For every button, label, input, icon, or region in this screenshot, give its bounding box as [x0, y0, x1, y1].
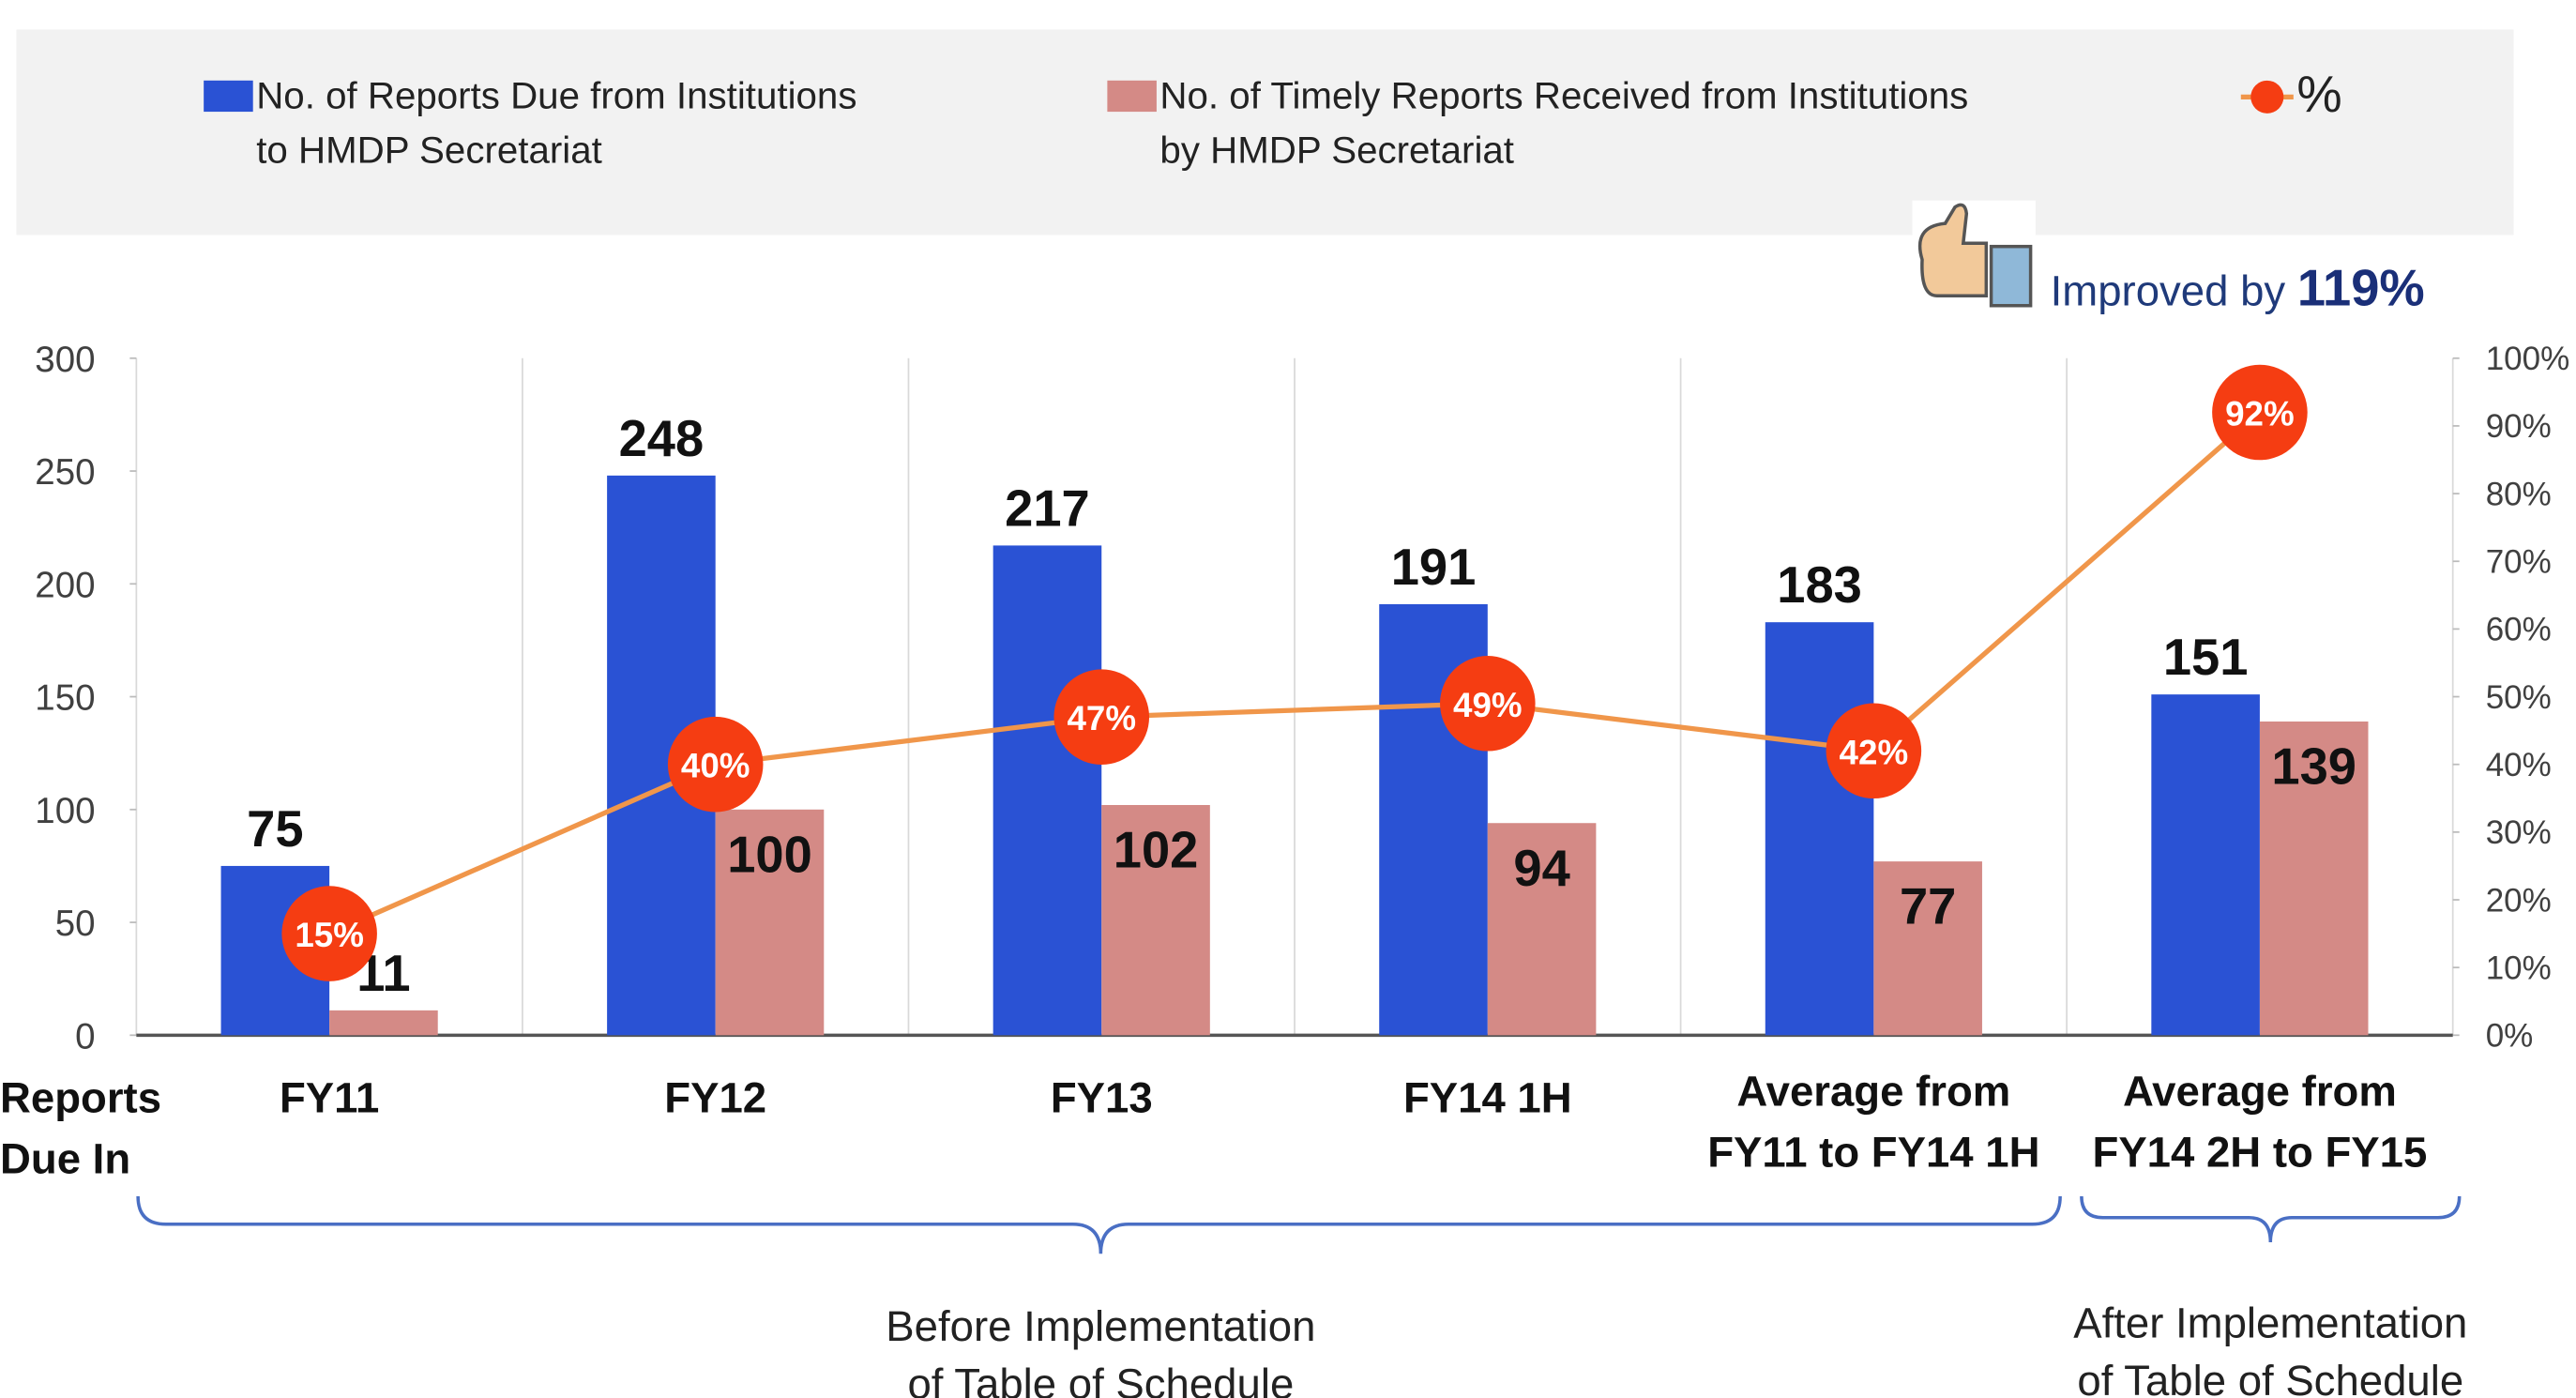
y2-tick-label: 90%	[2486, 408, 2552, 445]
y-tick-label: 250	[35, 452, 95, 493]
y2-tick-label: 60%	[2486, 612, 2552, 648]
thumb-icon	[1913, 201, 2036, 319]
x-tick-label: FY14 1H	[1295, 1068, 1681, 1129]
y-tick-label: 300	[35, 340, 95, 380]
y-tick-label: 150	[35, 678, 95, 719]
bar	[2151, 694, 2260, 1035]
y2-tick-label: 20%	[2486, 882, 2552, 919]
y2-tick-label: 70%	[2486, 544, 2552, 581]
page: {"chart_data":{"type":"bar","annotation"…	[0, 0, 2576, 1398]
x-tick-label: FY12	[523, 1068, 909, 1129]
value-label: 191	[1391, 539, 1477, 596]
value-label: 92%	[2225, 395, 2295, 433]
x-tick-label: FY13	[908, 1068, 1295, 1129]
value-label: 47%	[1067, 699, 1136, 737]
legend-label: No. of Reports Due from Institutions to …	[256, 69, 856, 178]
value-label: 94	[1513, 840, 1569, 897]
value-label: 49%	[1453, 686, 1523, 724]
y-tick-label: 0	[75, 1016, 95, 1056]
group-label: Before Implementation of Table of Schedu…	[772, 1299, 1430, 1398]
value-label: 151	[2163, 629, 2249, 686]
legend-label: %	[2296, 63, 2341, 129]
value-label: 217	[1005, 479, 1090, 537]
x-tick-label: Average from FY11 to FY14 1H	[1681, 1061, 2068, 1183]
y-tick-label: 200	[35, 565, 95, 605]
value-label: 100	[727, 826, 812, 883]
legend-swatch	[204, 81, 253, 112]
bar	[993, 545, 1102, 1035]
bar	[329, 1011, 438, 1035]
value-label: 77	[1900, 878, 1956, 935]
y-axis-label: Reports Due In	[0, 1068, 210, 1190]
annotation: Improved by 119%	[2051, 256, 2425, 324]
value-label: 40%	[681, 747, 750, 785]
y-tick-label: 50	[55, 904, 96, 944]
y2-tick-label: 80%	[2486, 476, 2552, 512]
x-tick-label: Average from FY14 2H to FY15	[2067, 1061, 2453, 1183]
value-label: 139	[2271, 738, 2356, 796]
value-label: 75	[247, 800, 303, 858]
y2-tick-label: 0%	[2486, 1018, 2534, 1055]
chart: 0 50 100 150 200 250 300 0% 10% 20% 30% 40% 50% 60% 70…	[0, 0, 2576, 1398]
value-label: 248	[619, 410, 705, 467]
y2-tick-label: 10%	[2486, 950, 2552, 986]
chart-canvas: 0 50 100 150 200 250 300 0% 10% 20% 30% 40% 50% 60% 70…	[0, 0, 2576, 1398]
y2-tick-label: 100%	[2486, 341, 2570, 377]
value-label: 15%	[295, 916, 364, 954]
annotation-emphasis: 119%	[2297, 260, 2425, 317]
bar	[1765, 622, 1874, 1035]
legend-swatch	[1107, 81, 1157, 112]
bracket	[138, 1196, 2060, 1254]
y2-tick-label: 50%	[2486, 679, 2552, 716]
y2-tick-label: 30%	[2486, 814, 2552, 851]
value-label: 183	[1777, 556, 1862, 614]
legend-marker	[2250, 81, 2283, 114]
legend-label: No. of Timely Reports Received from Inst…	[1159, 69, 1968, 178]
bracket	[2082, 1196, 2460, 1242]
group-label: After Implementation of Table of Schedul…	[1942, 1295, 2576, 1398]
y-tick-label: 100	[35, 791, 95, 831]
value-label: 102	[1114, 822, 1199, 879]
y2-tick-label: 40%	[2486, 747, 2552, 783]
value-label: 42%	[1840, 733, 1909, 771]
